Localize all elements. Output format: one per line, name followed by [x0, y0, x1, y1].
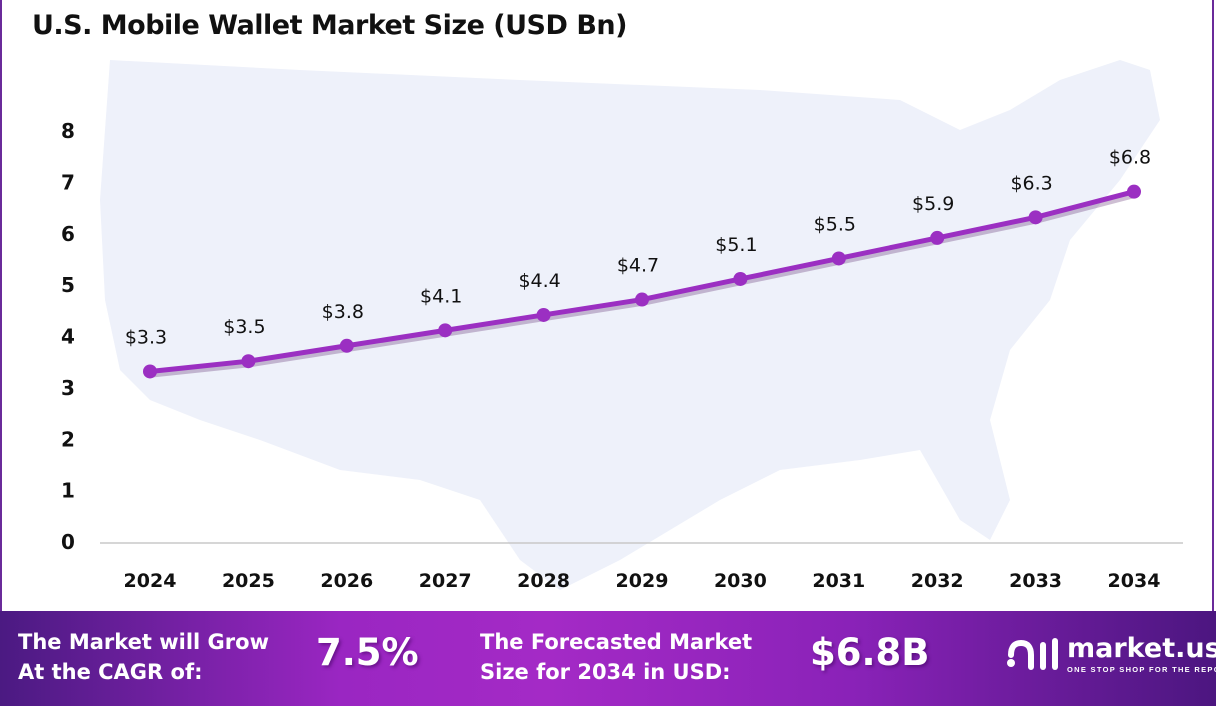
data-point: [635, 292, 649, 307]
data-label: $4.1: [420, 285, 462, 307]
data-label: $3.8: [322, 301, 364, 323]
data-point: [930, 230, 945, 245]
data-point: [339, 338, 354, 353]
us-map-silhouette: [100, 60, 1160, 590]
data-label: $5.1: [715, 234, 757, 256]
y-tick-label: 6: [61, 222, 75, 246]
cagr-value: 7.5%: [316, 631, 419, 674]
data-point: [1028, 210, 1043, 225]
y-tick-label: 4: [61, 325, 75, 349]
data-label: $4.7: [617, 255, 659, 277]
data-label: $4.4: [518, 270, 560, 292]
y-tick-label: 0: [61, 530, 75, 554]
x-tick-label: 2031: [812, 570, 865, 592]
x-tick-label: 2034: [1108, 570, 1161, 592]
chart-frame: [0, 0, 1214, 612]
x-tick-label: 2026: [320, 570, 373, 592]
y-tick-label: 2: [61, 427, 75, 451]
data-point: [438, 323, 453, 338]
x-tick-label: 2030: [714, 570, 767, 592]
x-tick-label: 2032: [911, 570, 964, 592]
data-point: [143, 364, 157, 379]
data-label: $6.3: [1010, 172, 1052, 194]
line-chart: 0 1 2 3 4 5 6 7 8 2024 2025 2026 2027 2028 2029 2030 20…: [61, 60, 1183, 592]
logo-name: market.us: [1067, 633, 1216, 664]
y-tick-label: 8: [61, 119, 75, 143]
data-point: [1127, 184, 1141, 199]
market-us-logo: market.us ONE STOP SHOP FOR THE REPORTS: [1005, 633, 1216, 678]
data-label: $5.9: [912, 193, 954, 215]
y-tick-label: 1: [61, 479, 75, 503]
footer-banner: The Market will Grow At the CAGR of: 7.5…: [0, 611, 1216, 706]
data-point: [733, 271, 748, 286]
x-tick-label: 2029: [616, 570, 669, 592]
y-tick-label: 3: [61, 376, 75, 400]
data-label: $3.5: [223, 316, 265, 338]
logo-tagline: ONE STOP SHOP FOR THE REPORTS: [1067, 665, 1216, 674]
data-point: [831, 251, 846, 266]
chart-title: U.S. Mobile Wallet Market Size (USD Bn): [32, 10, 627, 41]
forecast-value: $6.8B: [810, 631, 930, 674]
y-tick-label: 7: [61, 170, 75, 194]
data-point: [241, 354, 256, 369]
x-tick-label: 2024: [124, 570, 177, 592]
x-tick-label: 2025: [222, 570, 275, 592]
data-label: $3.3: [125, 326, 167, 348]
cagr-label-line2: At the CAGR of:: [18, 660, 203, 684]
logo-mark-icon: [1007, 638, 1058, 670]
data-label: $5.5: [814, 213, 856, 235]
data-point: [536, 307, 551, 322]
data-label: $6.8: [1109, 147, 1151, 169]
y-tick-label: 5: [61, 273, 75, 297]
forecast-label-line1: The Forecasted Market: [480, 630, 753, 654]
x-tick-label: 2033: [1009, 570, 1062, 592]
x-tick-label: 2027: [419, 570, 472, 592]
forecast-label-line2: Size for 2034 in USD:: [480, 660, 731, 684]
x-tick-label: 2028: [517, 570, 570, 592]
cagr-label-line1: The Market will Grow: [18, 630, 269, 654]
